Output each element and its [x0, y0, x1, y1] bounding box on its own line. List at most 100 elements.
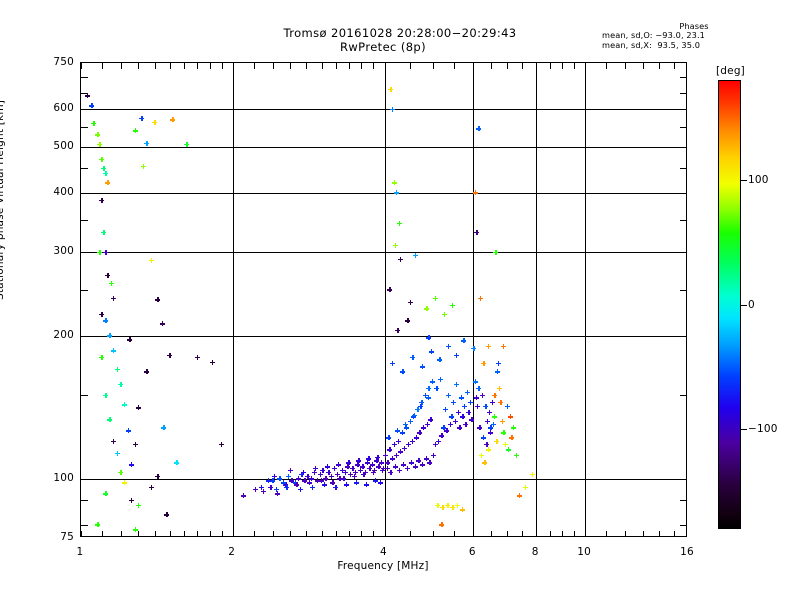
data-point	[397, 449, 403, 455]
y-axis-minor-tick	[81, 290, 88, 291]
data-point	[485, 343, 491, 349]
data-point	[396, 220, 402, 226]
data-point	[159, 321, 165, 327]
data-point	[458, 395, 464, 401]
x-axis-minor-tick	[197, 63, 198, 69]
data-point	[522, 484, 528, 490]
data-point	[132, 527, 138, 533]
x-axis-tick-label: 2	[228, 546, 236, 558]
data-point	[374, 458, 380, 464]
data-point	[240, 493, 246, 499]
data-point	[114, 366, 120, 372]
data-point	[91, 120, 97, 126]
data-point	[347, 472, 353, 478]
data-point	[99, 156, 105, 162]
x-axis-minor-tick	[336, 63, 337, 69]
data-point	[444, 428, 450, 434]
data-point	[529, 472, 535, 478]
data-point	[219, 442, 225, 447]
x-axis-minor-tick	[507, 63, 508, 69]
y-axis-minor-tick	[680, 168, 686, 169]
x-axis-minor-tick	[410, 531, 411, 536]
data-point	[461, 338, 467, 344]
y-axis-minor-tick	[81, 500, 88, 501]
data-point	[430, 452, 436, 458]
x-axis-tick-label: 6	[468, 546, 476, 558]
data-point	[152, 120, 158, 126]
data-point	[99, 311, 105, 317]
x-axis-minor-tick	[674, 531, 675, 536]
data-point	[422, 392, 428, 398]
y-axis-minor-tick	[680, 290, 686, 291]
data-point	[441, 425, 447, 431]
data-point	[476, 126, 482, 132]
x-axis-minor-tick	[625, 63, 626, 69]
data-point	[164, 512, 170, 518]
data-point	[388, 470, 394, 476]
data-point	[331, 466, 337, 472]
x-axis-minor-tick	[102, 63, 103, 69]
data-point	[404, 466, 410, 472]
x-axis-minor-tick	[121, 63, 122, 69]
stats-heading: Phases	[679, 21, 709, 31]
x-axis-minor-tick	[184, 531, 185, 536]
data-point	[357, 468, 363, 474]
data-point	[473, 395, 479, 401]
data-point	[486, 409, 492, 415]
data-point	[441, 311, 447, 317]
x-axis-minor-tick	[507, 531, 508, 536]
data-point	[273, 486, 279, 492]
data-point	[428, 417, 434, 423]
data-point	[103, 392, 109, 398]
data-point	[392, 242, 398, 248]
data-point	[258, 484, 264, 490]
data-point	[95, 132, 101, 138]
data-point	[294, 482, 300, 488]
x-axis-tick-label: 1	[76, 546, 84, 558]
data-point	[389, 456, 395, 462]
x-axis-minor-tick	[336, 531, 337, 536]
colorbar	[718, 80, 741, 529]
x-axis-minor-tick	[454, 531, 455, 536]
chart-title-line1: Tromsø 20161028 20:28:00−20:29:43	[283, 26, 517, 40]
data-point	[426, 385, 432, 391]
data-point	[333, 484, 339, 490]
x-axis-minor-tick	[585, 63, 586, 69]
data-point	[492, 392, 498, 398]
data-point	[280, 480, 286, 486]
data-point	[424, 422, 430, 428]
data-point	[386, 435, 392, 441]
gridline-horizontal	[81, 109, 686, 110]
data-point	[110, 438, 116, 444]
data-point	[317, 472, 323, 478]
data-point	[457, 425, 463, 431]
x-axis-minor-tick	[473, 531, 474, 536]
data-point	[129, 462, 135, 468]
data-point	[284, 484, 290, 490]
data-point	[140, 163, 146, 169]
x-axis-minor-tick	[254, 63, 255, 69]
data-point	[135, 502, 141, 508]
data-point	[400, 462, 406, 468]
data-point	[364, 460, 370, 466]
x-axis-minor-tick	[659, 531, 660, 536]
x-axis-minor-tick	[306, 531, 307, 536]
data-point	[463, 422, 469, 428]
stats-x-mode-row: mean, sd,X: 93.5, 35.0	[602, 39, 701, 50]
colorbar-gradient	[718, 80, 741, 529]
data-point	[507, 414, 513, 420]
data-point	[299, 472, 305, 478]
y-axis-title: Stationary phase Virtual Height [km]	[0, 99, 6, 300]
data-point	[402, 422, 408, 428]
data-point	[274, 491, 280, 497]
colorbar-tick-mark	[741, 180, 747, 181]
x-axis-minor-tick	[522, 63, 523, 69]
y-axis-tick-label-bottom: 75	[60, 531, 74, 543]
data-point	[489, 399, 495, 405]
data-point	[412, 464, 418, 470]
data-point	[149, 257, 154, 263]
x-axis-tick-label: 10	[577, 546, 591, 558]
x-axis-minor-tick	[210, 63, 211, 69]
data-point	[361, 472, 367, 478]
x-axis-minor-tick	[454, 63, 455, 69]
